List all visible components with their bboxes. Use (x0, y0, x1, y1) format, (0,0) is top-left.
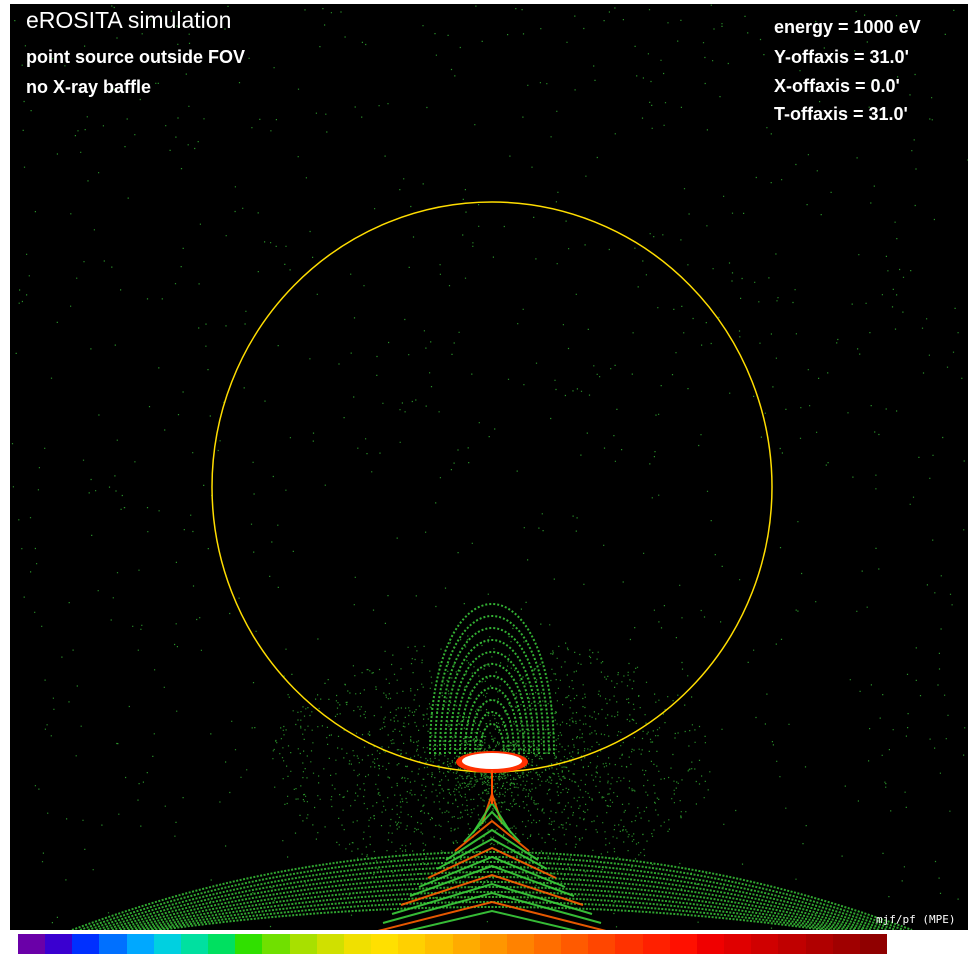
y-offaxis-label: Y-offaxis = 31.0' (774, 47, 909, 67)
colorbar (18, 934, 887, 954)
colorbar-swatch (371, 934, 399, 954)
colorbar-swatch (398, 934, 426, 954)
colorbar-swatch (533, 934, 562, 954)
colorbar-swatch (452, 934, 480, 954)
colorbar-swatch (588, 934, 616, 954)
colorbar-swatch (561, 934, 589, 954)
colorbar-swatch (235, 934, 263, 954)
colorbar-swatch (262, 934, 290, 954)
t-offaxis-label: T-offaxis = 31.0' (774, 104, 908, 124)
colorbar-swatch (751, 934, 779, 954)
x-offaxis-label: X-offaxis = 0.0' (774, 76, 900, 96)
photon-distribution (11, 4, 968, 930)
scatter-points (11, 4, 968, 930)
colorbar-swatch (289, 934, 317, 954)
colorbar-swatch (642, 934, 670, 954)
colorbar-swatch (479, 934, 507, 954)
colorbar-swatch (153, 934, 181, 954)
colorbar-swatch (669, 934, 697, 954)
colorbar-swatch (696, 934, 725, 954)
ghost-ring-arcs (429, 603, 555, 755)
colorbar-swatch (805, 934, 833, 954)
credit-label: mjf/pf (MPE) (876, 913, 956, 926)
colorbar-swatch (45, 934, 73, 954)
colorbar-swatch (832, 934, 860, 954)
colorbar-swatch (180, 934, 209, 954)
subtitle-line-1: point source outside FOV (26, 47, 246, 67)
plot-title: eROSITA simulation (26, 7, 232, 33)
colorbar-swatch (208, 934, 236, 954)
simulation-image: eROSITA simulation point source outside … (10, 4, 968, 930)
subtitle-line-2: no X-ray baffle (26, 77, 152, 97)
colorbar-swatch (859, 934, 887, 954)
fov-circle (211, 201, 773, 773)
colorbar-swatch (425, 934, 453, 954)
colorbar-swatch (778, 934, 806, 954)
colorbar-swatch (18, 934, 46, 954)
colorbar-swatch (316, 934, 344, 954)
colorbar-swatch (724, 934, 752, 954)
colorbar-swatch (99, 934, 127, 954)
energy-label: energy = 1000 eV (774, 17, 921, 37)
colorbar-swatch (343, 934, 372, 954)
colorbar-swatch (615, 934, 643, 954)
colorbar-swatch (72, 934, 100, 954)
lower-arc-fan (71, 790, 913, 930)
colorbar-swatch (506, 934, 534, 954)
source-core (456, 751, 528, 804)
colorbar-swatch (126, 934, 154, 954)
